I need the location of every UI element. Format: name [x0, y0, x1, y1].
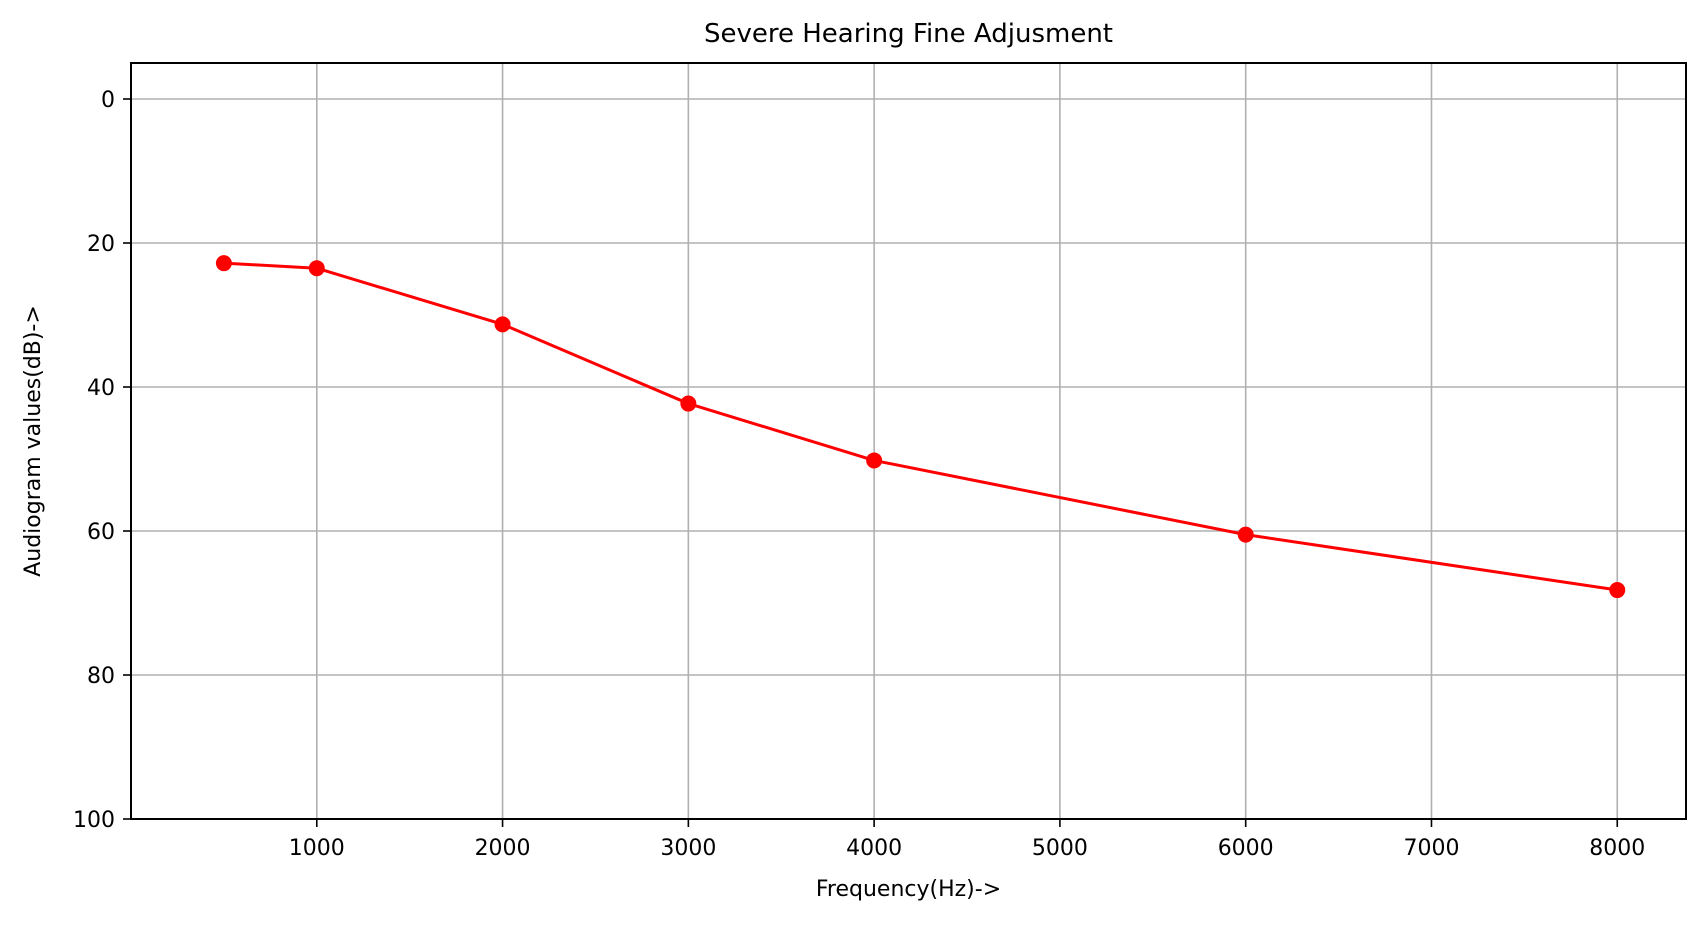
data-point: [866, 452, 883, 469]
series-line: [223, 261, 1618, 592]
data-point: [1237, 526, 1254, 543]
series-layer: [215, 255, 1626, 599]
plot-frame: [130, 62, 1687, 820]
y-axis-label: Audiogram values(dB)->: [21, 305, 46, 577]
data-point: [680, 395, 697, 412]
data-point: [1609, 582, 1626, 599]
axis-ticks: 1000 2000 3000 4000 5000 6000 7000 8000 0 20 40 60 8…: [73, 88, 1645, 861]
x-tick-label: 8000: [1589, 836, 1645, 861]
data-point: [494, 316, 511, 333]
data-series: [215, 255, 1626, 599]
data-point: [308, 260, 325, 277]
x-tick-label: 1000: [289, 836, 345, 861]
y-tick-label: 40: [87, 376, 115, 401]
y-tick-label: 80: [87, 664, 115, 689]
x-tick-label: 6000: [1218, 836, 1274, 861]
chart-title: Severe Hearing Fine Adjusment: [704, 19, 1113, 49]
x-tick-label: 2000: [475, 836, 531, 861]
x-tick-label: 5000: [1032, 836, 1088, 861]
x-axis-label: Frequency(Hz)->: [816, 877, 1001, 902]
y-tick-label: 100: [73, 808, 115, 833]
y-tick-label: 20: [87, 232, 115, 257]
x-tick-label: 4000: [846, 836, 902, 861]
x-tick-label: 3000: [660, 836, 716, 861]
grid: [131, 63, 1686, 820]
y-tick-label: 60: [87, 520, 115, 545]
y-tick-label: 0: [101, 88, 115, 113]
data-point: [215, 255, 232, 272]
x-tick-label: 7000: [1403, 836, 1459, 861]
